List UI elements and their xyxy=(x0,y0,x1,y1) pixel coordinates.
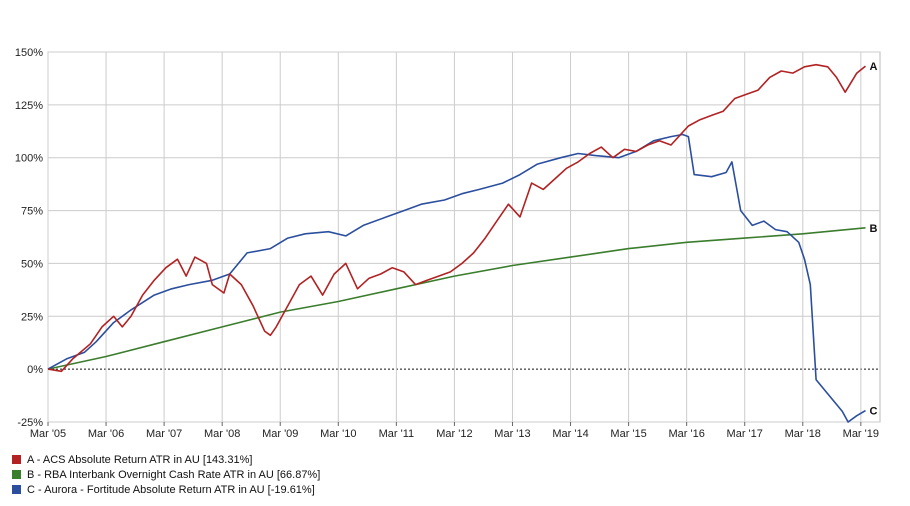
x-tick-label: Mar '10 xyxy=(320,428,356,440)
y-tick-label: 125% xyxy=(15,100,43,112)
legend-item-c: C - Aurora - Fortitude Absolute Return A… xyxy=(12,482,320,497)
x-tick-label: Mar '15 xyxy=(610,428,646,440)
y-tick-label: 100% xyxy=(15,153,43,165)
grid-lines xyxy=(47,51,881,426)
series-line-a xyxy=(47,63,867,373)
x-tick-label: Mar '09 xyxy=(262,428,298,440)
x-axis-tick-labels: Mar '05 Mar '06 Mar '07 Mar '08 Mar '09 Mar '… xyxy=(30,428,879,440)
x-tick-label: Mar '19 xyxy=(843,428,879,440)
y-tick-label: 25% xyxy=(21,311,43,323)
y-tick-label: 150% xyxy=(15,47,43,59)
series-line-c xyxy=(47,133,866,423)
legend-label-c: C - Aurora - Fortitude Absolute Return A… xyxy=(27,483,315,496)
x-tick-label: Mar '17 xyxy=(727,428,763,440)
y-tick-label: 75% xyxy=(21,206,43,218)
x-tick-label: Mar '11 xyxy=(379,428,415,440)
legend-swatch-b xyxy=(12,470,21,479)
y-axis-tick-labels: 150% 125% 100% 75% 50% 25% 0% -25% xyxy=(15,47,43,429)
legend-label-a: A - ACS Absolute Return ATR in AU [143.3… xyxy=(27,453,253,466)
legend-swatch-a xyxy=(12,455,21,464)
legend-swatch-c xyxy=(12,485,21,494)
x-tick-label: Mar '13 xyxy=(494,428,530,440)
legend-label-b: B - RBA Interbank Overnight Cash Rate AT… xyxy=(27,468,321,481)
x-tick-label: Mar '18 xyxy=(785,428,821,440)
x-tick-label: Mar '14 xyxy=(552,428,588,440)
end-label-a: A xyxy=(869,61,877,73)
series-lines xyxy=(47,63,867,423)
series-end-labels: B C A xyxy=(869,61,877,417)
x-tick-label: Mar '05 xyxy=(30,428,66,440)
x-tick-label: Mar '07 xyxy=(146,428,182,440)
y-tick-label: 50% xyxy=(21,258,43,270)
y-tick-label: 0% xyxy=(27,364,43,376)
y-tick-label: -25% xyxy=(17,417,43,429)
end-label-c: C xyxy=(869,406,877,418)
end-label-b: B xyxy=(869,223,877,235)
series-line-b xyxy=(47,227,866,370)
x-tick-label: Mar '06 xyxy=(88,428,124,440)
legend: A - ACS Absolute Return ATR in AU [143.3… xyxy=(12,452,320,497)
legend-item-b: B - RBA Interbank Overnight Cash Rate AT… xyxy=(12,467,320,482)
x-tick-label: Mar '08 xyxy=(204,428,240,440)
x-tick-label: Mar '16 xyxy=(668,428,704,440)
x-tick-label: Mar '12 xyxy=(436,428,472,440)
line-chart: 150%125%100%75%50%25%0%-25% Mar '05 Mar '… xyxy=(15,47,881,440)
legend-item-a: A - ACS Absolute Return ATR in AU [143.3… xyxy=(12,452,320,467)
